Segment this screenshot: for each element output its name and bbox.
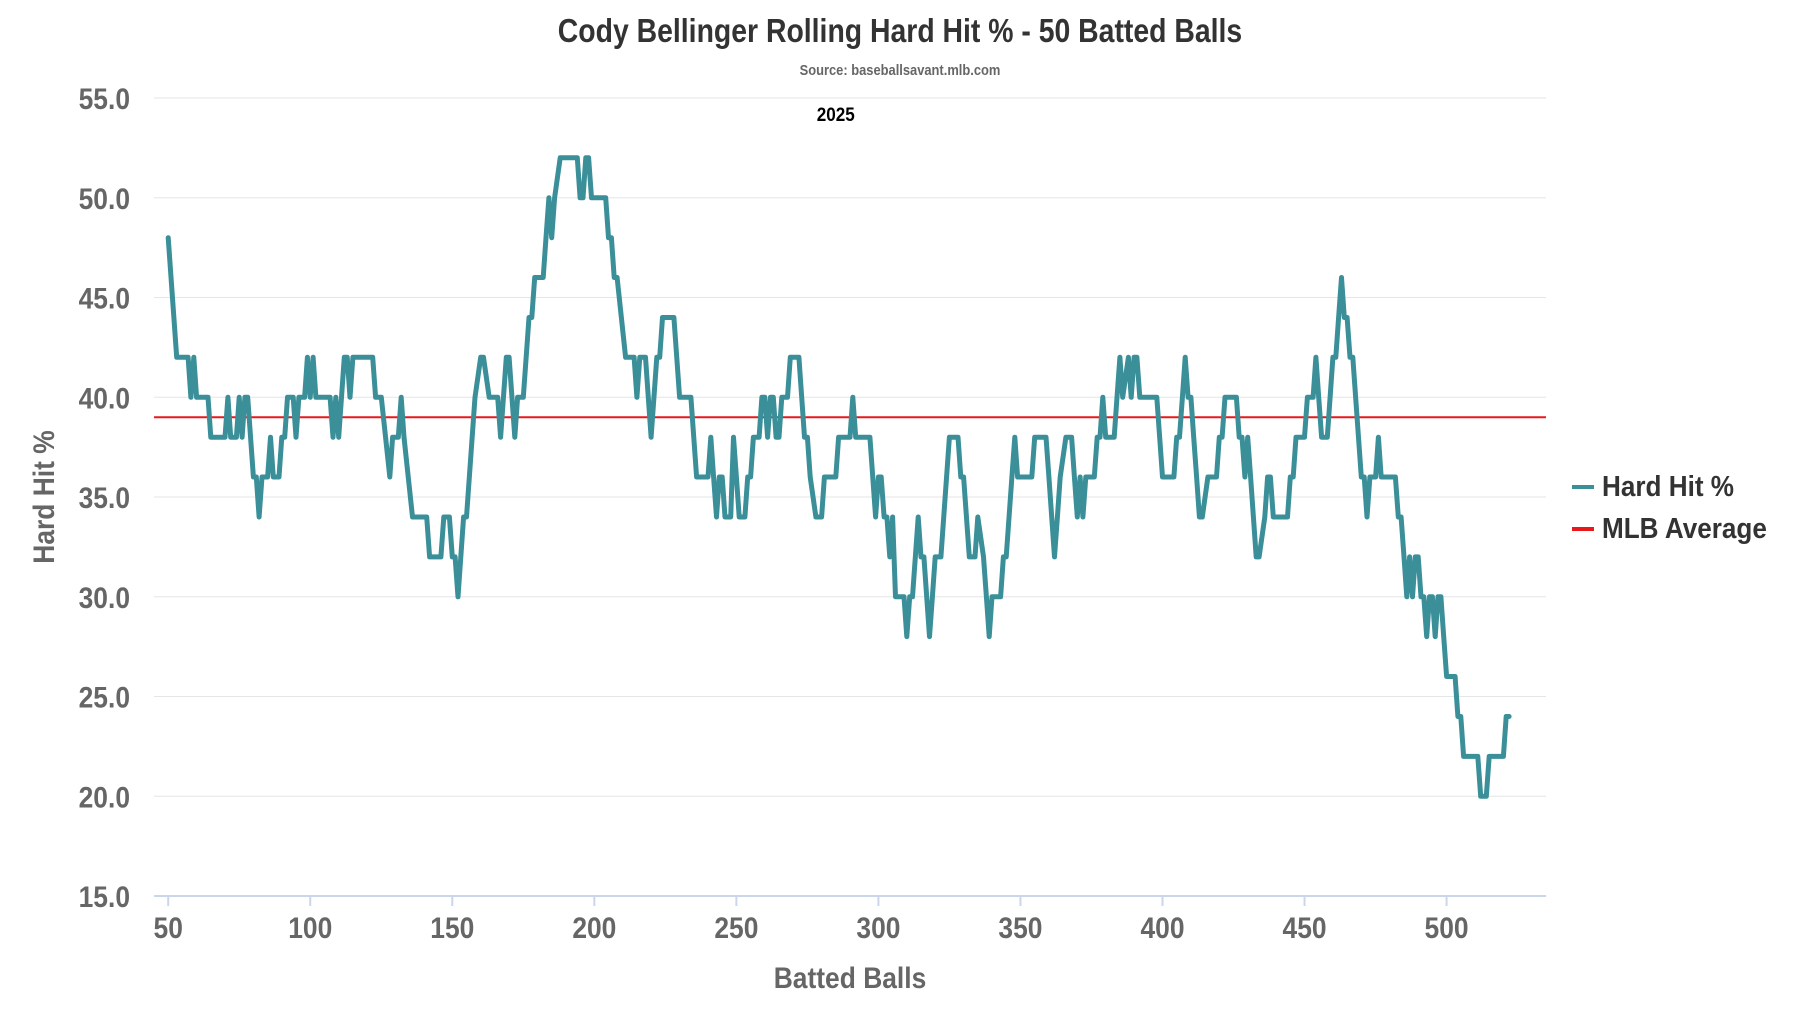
x-tick-label: 450 (1283, 910, 1327, 944)
y-tick-label: 55.0 (79, 81, 130, 115)
legend-item-mlb-average[interactable]: MLB Average (1572, 508, 1785, 550)
series-line-hard-hit (165, 155, 1512, 799)
x-tick-label: 350 (998, 910, 1042, 944)
y-tick-label: 25.0 (79, 680, 130, 714)
x-tick-label: 100 (288, 910, 332, 944)
y-tick-label: 40.0 (79, 381, 130, 415)
y-tick-label: 20.0 (79, 780, 130, 814)
y-axis-title: Hard Hit % (26, 430, 60, 563)
y-tick-label: 35.0 (79, 480, 130, 514)
y-tick-label: 30.0 (79, 580, 130, 614)
year-annotation: 2025 (817, 104, 855, 125)
x-tick-label: 200 (572, 910, 616, 944)
x-tick-label: 300 (856, 910, 900, 944)
legend: Hard Hit % MLB Average (1572, 466, 1785, 550)
x-tick-label: 50 (154, 910, 183, 944)
x-tick-label: 150 (430, 910, 474, 944)
y-tick-label: 50.0 (79, 181, 130, 215)
x-tick-label: 250 (714, 910, 758, 944)
legend-label-mlb-average: MLB Average (1602, 512, 1767, 545)
legend-swatch-hard-hit (1572, 485, 1594, 489)
legend-label-hard-hit: Hard Hit % (1602, 470, 1734, 503)
x-axis-title: Batted Balls (774, 960, 927, 994)
y-tick-label: 45.0 (79, 281, 130, 315)
legend-item-hard-hit[interactable]: Hard Hit % (1572, 466, 1785, 508)
chart-subtitle: Source: baseballsavant.mlb.com (799, 62, 1001, 79)
x-tick-label: 400 (1140, 910, 1184, 944)
chart-title: Cody Bellinger Rolling Hard Hit % - 50 B… (557, 12, 1243, 49)
x-tick-label: 500 (1425, 910, 1469, 944)
legend-swatch-mlb-average (1572, 527, 1594, 531)
y-tick-label: 15.0 (79, 879, 130, 913)
